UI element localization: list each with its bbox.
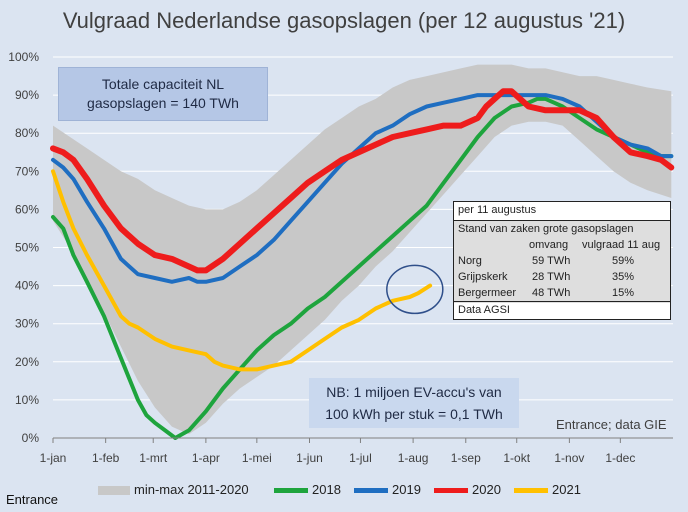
legend-label-2018: 2018 (312, 482, 341, 497)
source-note: Entrance; data GIE (556, 417, 667, 432)
legend-swatch-band (98, 486, 130, 495)
row-fill: 59% (612, 255, 635, 267)
y-tick-label: 100% (8, 50, 39, 64)
series-line-2020 (50, 88, 675, 274)
x-tick-label: 1-feb (92, 451, 120, 465)
table-row: Grijpskerk 28 TWh 35% (454, 269, 670, 287)
ev-note-line2: 100 kWh per stuk = 0,1 TWh (325, 406, 503, 422)
table-footer: Data AGSI (458, 304, 510, 316)
series-lines (50, 88, 675, 440)
ev-note-box: NB: 1 miljoen EV-accu's van 100 kWh per … (309, 378, 519, 428)
annotations (386, 264, 444, 315)
y-tick-label: 80% (15, 126, 39, 140)
row-amount: 59 TWh (532, 255, 571, 267)
legend-swatch-2018 (274, 488, 308, 493)
row-amount: 48 TWh (532, 287, 571, 299)
y-tick-label: 0% (22, 431, 40, 445)
annotation-circle (386, 264, 444, 315)
row-amount: 28 TWh (532, 271, 571, 283)
x-tick-label: 1-nov (554, 451, 584, 465)
col-amount-header: omvang (529, 239, 569, 251)
row-name: Norg (458, 255, 482, 267)
col-fill-header: vulgraad 11 aug (582, 239, 661, 251)
x-tick-label: 1-dec (605, 451, 635, 465)
y-tick-label: 60% (15, 202, 39, 216)
series-line-2019 (51, 93, 674, 284)
table-row: Bergermeer 48 TWh 15% (454, 285, 670, 303)
table-date: per 11 augustus (458, 204, 537, 216)
ev-note-line1: NB: 1 miljoen EV-accu's van (326, 384, 502, 400)
legend-label-2020: 2020 (472, 482, 501, 497)
footer-source: Entrance (6, 492, 59, 507)
y-tick-label: 20% (15, 355, 39, 369)
y-tick-label: 90% (15, 88, 39, 102)
capacity-note-line1: Totale capaciteit NL (101, 76, 225, 92)
x-tick-label: 1-sep (451, 451, 481, 465)
legend-label-2021: 2021 (552, 482, 581, 497)
x-tick-label: 1-jul (349, 451, 372, 465)
series-line-2021 (51, 169, 433, 372)
min-max-band (53, 64, 672, 435)
x-tick-label: 1-jun (296, 451, 323, 465)
axis-labels: 0% 10% 20% 30% 40% 50% 60% 70% 80% 90% 100% 1-jan 1-… (8, 50, 673, 465)
row-name: Grijpskerk (458, 271, 508, 283)
y-tick-label: 40% (15, 279, 39, 293)
x-tick-label: 1-okt (503, 451, 530, 465)
capacity-note-box: Totale capaciteit NL gasopslagen = 140 T… (58, 67, 268, 121)
row-fill: 15% (612, 287, 635, 299)
table-date-row: per 11 augustus (454, 202, 670, 221)
legend-swatch-2019 (354, 488, 388, 493)
capacity-note-line2: gasopslagen = 140 TWh (87, 95, 239, 111)
row-fill: 35% (612, 271, 635, 283)
legend-swatch-2020 (434, 488, 468, 493)
table-header-row: omvang vulgraad 11 aug (454, 237, 670, 255)
series-line-2018 (51, 96, 674, 440)
legend-swatch-2021 (514, 488, 548, 493)
table-footer-row: Data AGSI (454, 301, 670, 320)
chart-title: Vulgraad Nederlandse gasopslagen (per 12… (62, 8, 626, 33)
row-name: Bergermeer (458, 287, 517, 299)
y-tick-label: 10% (15, 393, 39, 407)
table-title-row: Stand van zaken grote gasopslagen (454, 221, 670, 239)
band-area (53, 64, 672, 435)
x-tick-label: 1-jan (40, 451, 67, 465)
table-row: Norg 59 TWh 59% (454, 253, 670, 271)
x-tick-label: 1-mrt (139, 451, 168, 465)
x-tick-label: 1-mei (242, 451, 272, 465)
table-title: Stand van zaken grote gasopslagen (458, 223, 634, 235)
storage-table: per 11 augustus Stand van zaken grote ga… (453, 201, 671, 320)
y-tick-label: 70% (15, 164, 39, 178)
y-tick-label: 50% (15, 241, 39, 255)
y-tick-label: 30% (15, 317, 39, 331)
legend-label-band: min-max 2011-2020 (134, 482, 249, 497)
legend-label-2019: 2019 (392, 482, 421, 497)
x-tick-label: 1-aug (398, 451, 429, 465)
x-tick-label: 1-apr (192, 451, 220, 465)
